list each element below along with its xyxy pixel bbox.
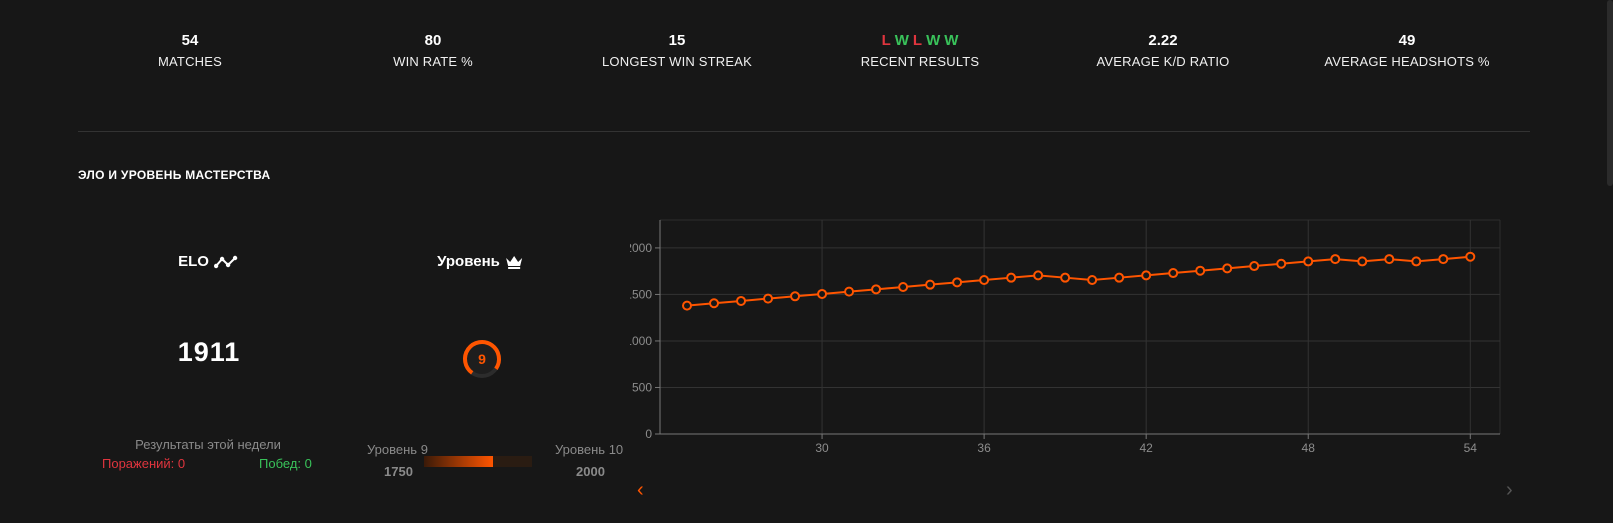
recent-result-loss: L [912, 32, 923, 49]
chart-prev-arrow[interactable]: ‹ [637, 479, 644, 501]
elo-data-point [979, 275, 990, 286]
level-header: Уровень [437, 253, 523, 270]
elo-data-point [871, 284, 882, 295]
y-tick-label: 500 [632, 380, 652, 394]
y-tick-label: 1500 [630, 287, 652, 301]
level-ring-icon [463, 340, 501, 378]
elo-trend-icon [213, 255, 238, 268]
elo-data-point [1060, 272, 1071, 283]
chart-next-arrow[interactable]: › [1506, 479, 1513, 501]
elo-series-line [686, 255, 1471, 307]
x-tick-label: 54 [1464, 441, 1478, 455]
recent-results-label: RECENT RESULTS [860, 54, 980, 69]
recent-result-loss: L [881, 32, 891, 49]
elo-data-point [1276, 258, 1287, 269]
y-tick-label: 2000 [630, 241, 652, 255]
elo-data-point [1249, 261, 1260, 272]
x-tick-label: 36 [977, 441, 991, 455]
level-progress-fill [424, 456, 494, 467]
level-value: 9 [478, 351, 486, 367]
elo-data-point [1330, 254, 1341, 265]
recent-result-win: W [944, 32, 959, 49]
level-progress-bar [424, 456, 532, 467]
elo-label: ELO [178, 253, 209, 270]
week-wins: Побед: 0 [259, 456, 312, 471]
crown-icon [505, 255, 522, 269]
headshots-label: AVERAGE HEADSHOTS % [1324, 54, 1490, 69]
level-label: Уровень [437, 253, 500, 270]
elo-data-point [1087, 275, 1098, 286]
level-from-elo: 1750 [384, 464, 413, 479]
level-to-label: Уровень 10 [555, 442, 624, 457]
section-title: ЭЛО И УРОВЕНЬ МАСТЕРСТВА [78, 168, 271, 182]
elo-data-point [682, 300, 693, 311]
y-tick-label: 0 [645, 427, 652, 441]
stat-kd-ratio: 2.22 AVERAGE K/D RATIO [1053, 32, 1273, 69]
kd-label: AVERAGE K/D RATIO [1096, 54, 1230, 69]
elo-data-point [1357, 256, 1368, 267]
win-rate-label: WIN RATE % [393, 54, 473, 69]
x-tick-label: 42 [1139, 441, 1153, 455]
stat-headshots: 49 AVERAGE HEADSHOTS % [1297, 32, 1517, 69]
elo-data-point [1411, 256, 1422, 267]
longest-streak-label: LONGEST WIN STREAK [602, 54, 752, 69]
recent-result-win: W [894, 32, 909, 49]
elo-data-point [898, 281, 909, 292]
longest-streak-value: 15 [668, 32, 686, 49]
level-badge: 9 [461, 338, 503, 380]
elo-data-point [1114, 272, 1125, 283]
elo-data-point [736, 295, 747, 306]
elo-data-point [1006, 272, 1017, 283]
win-rate-value: 80 [424, 32, 442, 49]
elo-data-point [1168, 268, 1179, 279]
elo-data-point [790, 291, 801, 302]
elo-data-point [925, 279, 936, 290]
elo-value: 1911 [177, 337, 241, 367]
elo-data-point [1465, 251, 1476, 262]
stat-longest-streak: 15 LONGEST WIN STREAK [567, 32, 787, 69]
recent-result-win: W [926, 32, 941, 49]
elo-data-point [1141, 270, 1152, 281]
headshots-value: 49 [1398, 32, 1416, 49]
stat-matches: 54 MATCHES [80, 32, 300, 69]
elo-chart-svg: 0 500 1000 1500 2000 30 36 42 48 54 [625, 219, 1501, 455]
elo-data-point [709, 298, 720, 309]
section-divider [78, 131, 1530, 132]
week-results-title: Результаты этой недели [135, 437, 281, 452]
x-tick-label: 48 [1302, 441, 1316, 455]
kd-value: 2.22 [1148, 32, 1178, 49]
elo-data-point [1222, 263, 1233, 274]
elo-data-point [1195, 265, 1206, 276]
level-to-elo: 2000 [576, 464, 605, 479]
level-from-label: Уровень 9 [367, 442, 428, 457]
elo-data-point [817, 288, 828, 299]
x-tick-label: 30 [815, 441, 829, 455]
page-scrollbar[interactable] [1607, 0, 1613, 186]
elo-data-point [1303, 256, 1314, 267]
elo-data-point [952, 277, 963, 288]
elo-header: ELO [178, 253, 238, 270]
week-losses: Поражений: 0 [102, 456, 186, 471]
matches-label: MATCHES [158, 54, 222, 69]
y-tick-label: 1000 [630, 334, 652, 348]
elo-data-point [1438, 254, 1449, 265]
elo-data-point [1033, 270, 1044, 281]
elo-data-point [763, 293, 774, 304]
stat-win-rate: 80 WIN RATE % [323, 32, 543, 69]
elo-history-chart: 0 500 1000 1500 2000 30 36 42 48 54 [625, 218, 1530, 478]
matches-value: 54 [181, 32, 199, 49]
elo-data-point [1384, 254, 1395, 265]
elo-data-point [844, 286, 855, 297]
